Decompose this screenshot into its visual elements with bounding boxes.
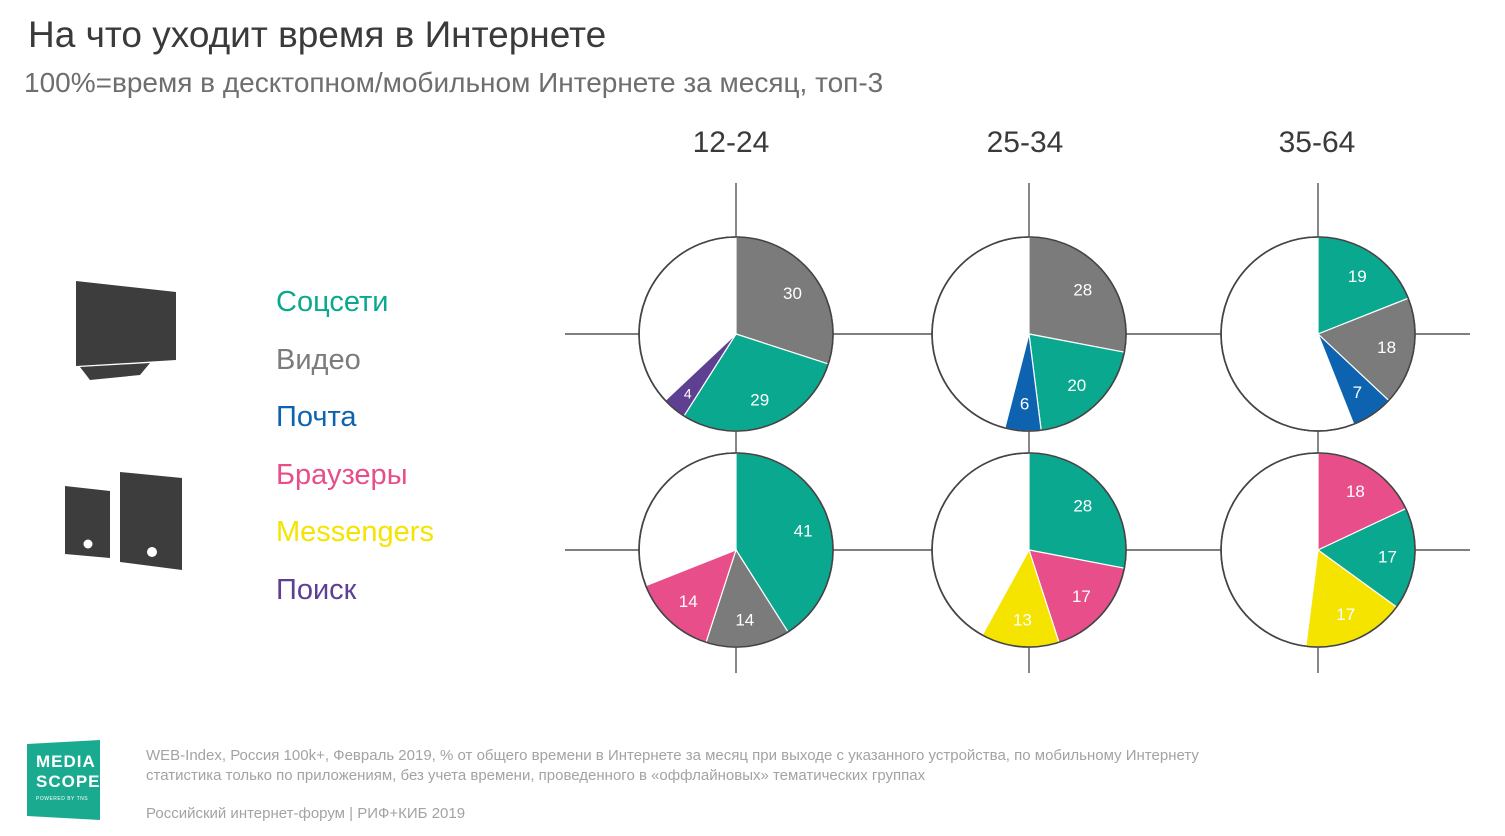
- pie-slice-label-mobile-35-64-0: 18: [1346, 482, 1365, 501]
- legend-item-socials: Соцсети: [276, 286, 389, 318]
- pie-slice-label-desktop-35-64-1: 18: [1377, 338, 1396, 357]
- pie-slice-label-desktop-35-64-0: 19: [1348, 267, 1367, 286]
- group-label-12-24: 12-24: [692, 126, 770, 159]
- legend-item-mail: Почта: [276, 401, 357, 433]
- logo-tagline: POWERED BY TNS: [36, 796, 89, 802]
- legend-item-messengers: Messengers: [276, 516, 434, 548]
- group-label-25-34: 25-34: [986, 126, 1064, 159]
- chart-legend: Соцсети Видео Почта Браузеры Messengers …: [276, 280, 434, 625]
- pie-slice-label-mobile-25-34-2: 13: [1013, 611, 1032, 630]
- pie-slice-label-desktop-12-24-2: 4: [684, 385, 692, 401]
- tablet-and-phone-icon: [65, 472, 182, 570]
- group-label-35-64: 35-64: [1278, 126, 1356, 159]
- page-title: На что уходит время в Интернете: [28, 14, 607, 55]
- pie-slice-label-mobile-12-24-2: 14: [679, 592, 698, 611]
- mediascope-logo: MEDIA SCOPE POWERED BY TNS: [27, 740, 100, 820]
- legend-item-browsers: Браузеры: [276, 458, 408, 491]
- pie-slice-label-mobile-12-24-0: 41: [794, 522, 813, 541]
- pie-outline-mobile-12-24: [638, 452, 834, 648]
- legend-item-video: Видео: [276, 343, 361, 376]
- pie-slice-label-desktop-12-24-1: 29: [750, 391, 769, 410]
- pie-slice-label-mobile-25-34-0: 28: [1073, 497, 1092, 516]
- pie-slice-label-desktop-25-34-0: 28: [1073, 281, 1092, 300]
- pie-outline-mobile-35-64: [1220, 452, 1416, 648]
- pie-slice-label-mobile-35-64-1: 17: [1378, 548, 1397, 567]
- pie-slice-label-desktop-12-24-0: 30: [783, 284, 802, 303]
- pie-slice-label-mobile-12-24-1: 14: [735, 610, 754, 629]
- pie-slice-label-desktop-35-64-2: 7: [1353, 383, 1362, 402]
- pie-slice-label-mobile-35-64-2: 17: [1336, 605, 1355, 624]
- pie-outline-desktop-25-34: [931, 236, 1127, 432]
- pie-slice-label-mobile-25-34-1: 17: [1072, 587, 1091, 606]
- desktop-computer-icon: [76, 281, 176, 380]
- legend-item-search: Поиск: [276, 573, 357, 606]
- pie-outline-mobile-25-34: [931, 452, 1127, 648]
- pie-outline-desktop-35-64: [1220, 236, 1416, 432]
- footer-text: Российский интернет-форум | РИФ+КИБ 2019: [146, 805, 466, 822]
- footnote-line-1: WEB-Index, Россия 100k+, Февраль 2019, %…: [146, 747, 1199, 764]
- pie-slice-label-desktop-25-34-1: 20: [1067, 376, 1086, 395]
- logo-text-bottom: SCOPE: [36, 772, 101, 791]
- pie-outline-desktop-12-24: [638, 236, 834, 432]
- page-subtitle: 100%=время в десктопном/мобильном Интерн…: [24, 67, 884, 98]
- pie-slice-label-desktop-25-34-2: 6: [1020, 395, 1029, 414]
- logo-text-top: MEDIA: [36, 752, 96, 771]
- footnote: WEB-Index, Россия 100k+, Февраль 2019, %…: [146, 746, 1199, 786]
- footnote-line-2: статистика только по приложениям, без уч…: [146, 767, 926, 784]
